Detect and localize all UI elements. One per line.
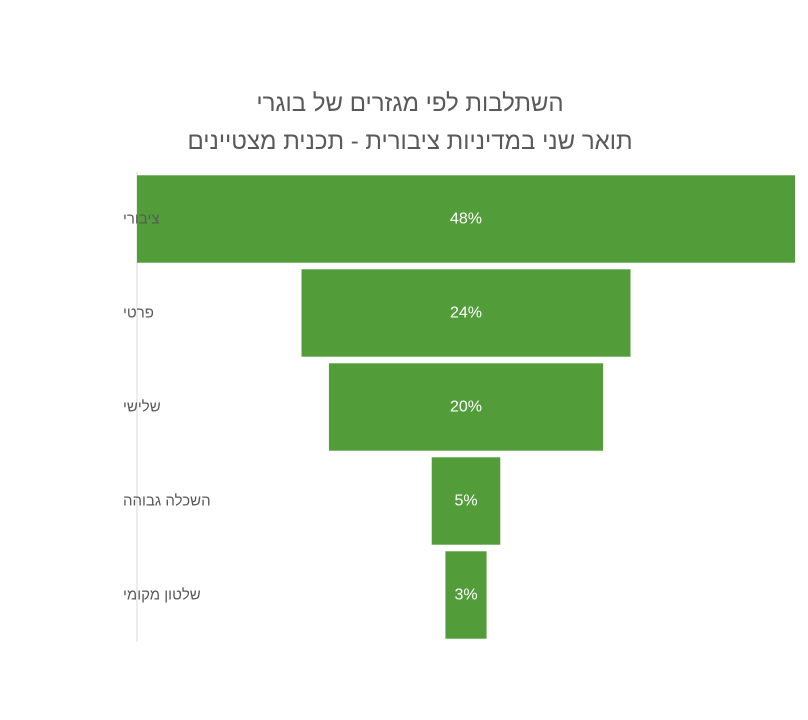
data-label: 48% [450, 211, 482, 228]
chart-title-line-1: השתלבות לפי מגזרים של בוגרי [256, 90, 564, 117]
funnel-bar [431, 457, 501, 545]
category-label: שלטון מקומי [123, 587, 201, 604]
data-label: 5% [454, 493, 477, 510]
funnel-bar [137, 175, 795, 263]
funnel-bar [301, 269, 631, 357]
category-label: השכלה גבוהה [123, 493, 211, 510]
category-label: ציבורי [123, 211, 160, 228]
funnel-bar [445, 551, 487, 639]
data-label: 20% [450, 399, 482, 416]
funnel-bar [328, 363, 604, 451]
category-label: שלישי [123, 399, 161, 416]
category-label: פרטי [123, 305, 154, 322]
data-label: 3% [454, 587, 477, 604]
chart-title-line-2: תואר שני במדיניות ציבורית - תכנית מצטיינ… [187, 128, 633, 155]
data-label: 24% [450, 305, 482, 322]
